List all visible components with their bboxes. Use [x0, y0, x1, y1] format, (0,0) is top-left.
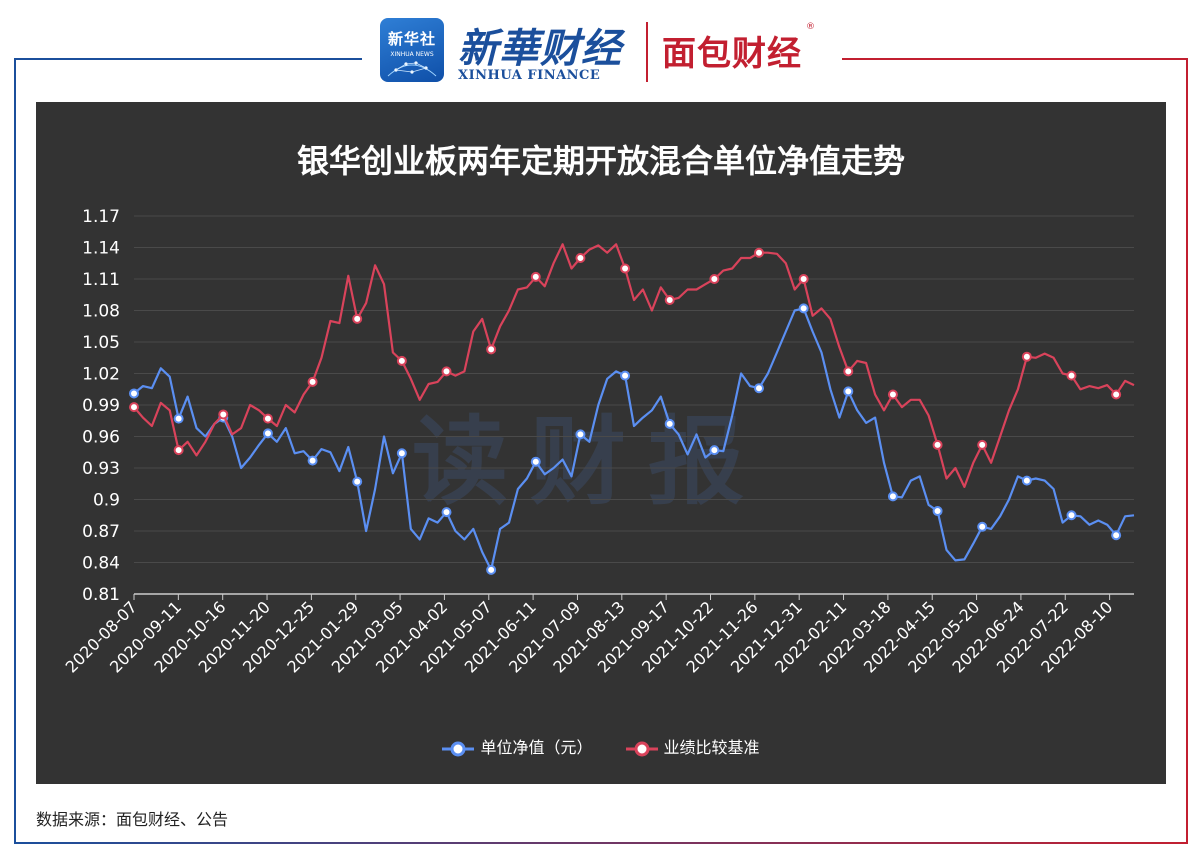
frame-right-line: [1186, 58, 1188, 844]
y-tick-label: 0.81: [82, 585, 120, 605]
y-tick-label: 0.84: [82, 554, 120, 574]
legend-item-benchmark[interactable]: 业绩比较基准: [625, 734, 760, 758]
benchmark-point: [307, 376, 318, 387]
benchmark-point: [1111, 389, 1122, 400]
network-globe-icon: [387, 61, 437, 77]
y-tick-label: 0.99: [82, 396, 120, 416]
benchmark-point: [1021, 351, 1032, 362]
y-tick-label: 1.08: [82, 302, 120, 322]
nav-point: [352, 476, 363, 487]
nav-point: [1111, 530, 1122, 541]
benchmark-point: [486, 344, 497, 355]
benchmark-point: [754, 247, 764, 258]
y-tick-label: 1.05: [82, 333, 120, 353]
nav-point: [932, 506, 943, 517]
benchmark-point: [977, 439, 988, 450]
chart-title: 银华创业板两年定期开放混合单位净值走势: [296, 142, 905, 180]
legend-nav-label: 单位净值（元）: [480, 738, 593, 757]
nav-point: [1021, 475, 1032, 486]
benchmark-point: [441, 366, 452, 377]
nav-point: [977, 521, 988, 532]
benchmark-point: [129, 402, 139, 413]
benchmark-point: [575, 253, 586, 263]
legend-benchmark-marker-icon: [625, 741, 658, 756]
benchmark-point: [709, 274, 720, 284]
nav-point: [307, 455, 318, 466]
frame-top-left-line: [14, 58, 362, 60]
benchmark-point: [262, 413, 273, 424]
y-tick-label: 1.14: [82, 239, 120, 259]
nav-series-line: [133, 307, 1135, 571]
benchmark-point: [1066, 370, 1077, 381]
legend-nav-marker-icon: [442, 741, 475, 756]
benchmark-point: [664, 295, 675, 305]
nav-point: [887, 491, 898, 502]
xinhua-badge-cn: 新华社: [387, 30, 436, 48]
xinhua-badge-en: XINHUA NEWS: [390, 51, 434, 58]
legend-benchmark-label: 业绩比较基准: [663, 738, 760, 757]
frame-top-right-line: [842, 58, 1188, 60]
mianbao-logo: 面包财经: [662, 34, 802, 74]
nav-point: [262, 428, 273, 439]
line-chart: 1.17 1.14 1.11 1.08 1.05 1.02 0.99 0.96 0.93 0.9 0…: [62, 207, 1135, 677]
header-logos: 新华社 XINHUA NEWS 新華财经 XINHUA FINANCE 面包财经…: [370, 10, 840, 88]
benchmark-point: [530, 271, 541, 282]
benchmark-point: [352, 313, 363, 324]
benchmark-point: [932, 439, 943, 450]
nav-point: [709, 445, 720, 456]
nav-point: [798, 303, 809, 314]
nav-point: [664, 418, 675, 429]
y-tick-label: 1.02: [82, 365, 120, 385]
legend-item-nav[interactable]: 单位净值（元）: [442, 734, 592, 758]
xinhua-finance-cn: 新華财经: [458, 25, 622, 72]
xinhua-news-logo: 新华社 XINHUA NEWS: [380, 18, 444, 82]
nav-point: [486, 564, 497, 575]
benchmark-point: [218, 409, 229, 420]
nav-point: [575, 429, 586, 440]
benchmark-point: [396, 355, 407, 366]
nav-point: [173, 413, 184, 424]
nav-point: [441, 507, 452, 518]
registered-mark: ®: [806, 22, 815, 32]
nav-point: [754, 383, 764, 394]
y-tick-label: 1.17: [82, 207, 120, 227]
frame-left-line: [14, 58, 16, 844]
y-tick-label: 0.93: [82, 459, 120, 479]
y-tick-label: 1.11: [82, 270, 120, 290]
chart-panel: 银华创业板两年定期开放混合单位净值走势 读财报 1.17 1.14 1.11 1.08…: [36, 102, 1166, 784]
nav-point: [620, 370, 631, 381]
data-source-note: 数据来源：面包财经、公告: [36, 810, 229, 829]
y-tick-label: 0.87: [82, 522, 120, 542]
benchmark-point: [843, 366, 854, 377]
nav-point: [396, 448, 407, 459]
nav-point: [129, 388, 139, 399]
frame-bottom-line: [14, 842, 1188, 844]
y-tick-label: 0.9: [93, 491, 120, 511]
benchmark-point: [887, 389, 898, 400]
nav-point: [1066, 510, 1077, 521]
benchmark-point: [798, 274, 809, 284]
benchmark-point: [620, 263, 631, 274]
benchmark-point: [173, 445, 184, 456]
benchmark-series-line: [133, 243, 1135, 488]
y-tick-label: 0.96: [82, 428, 120, 448]
xinhua-finance-en: XINHUA FINANCE: [458, 68, 601, 83]
logo-divider: [646, 22, 648, 82]
nav-point: [843, 386, 854, 397]
chart-legend: 单位净值（元） 业绩比较基准: [36, 734, 1166, 758]
nav-point: [530, 456, 541, 467]
